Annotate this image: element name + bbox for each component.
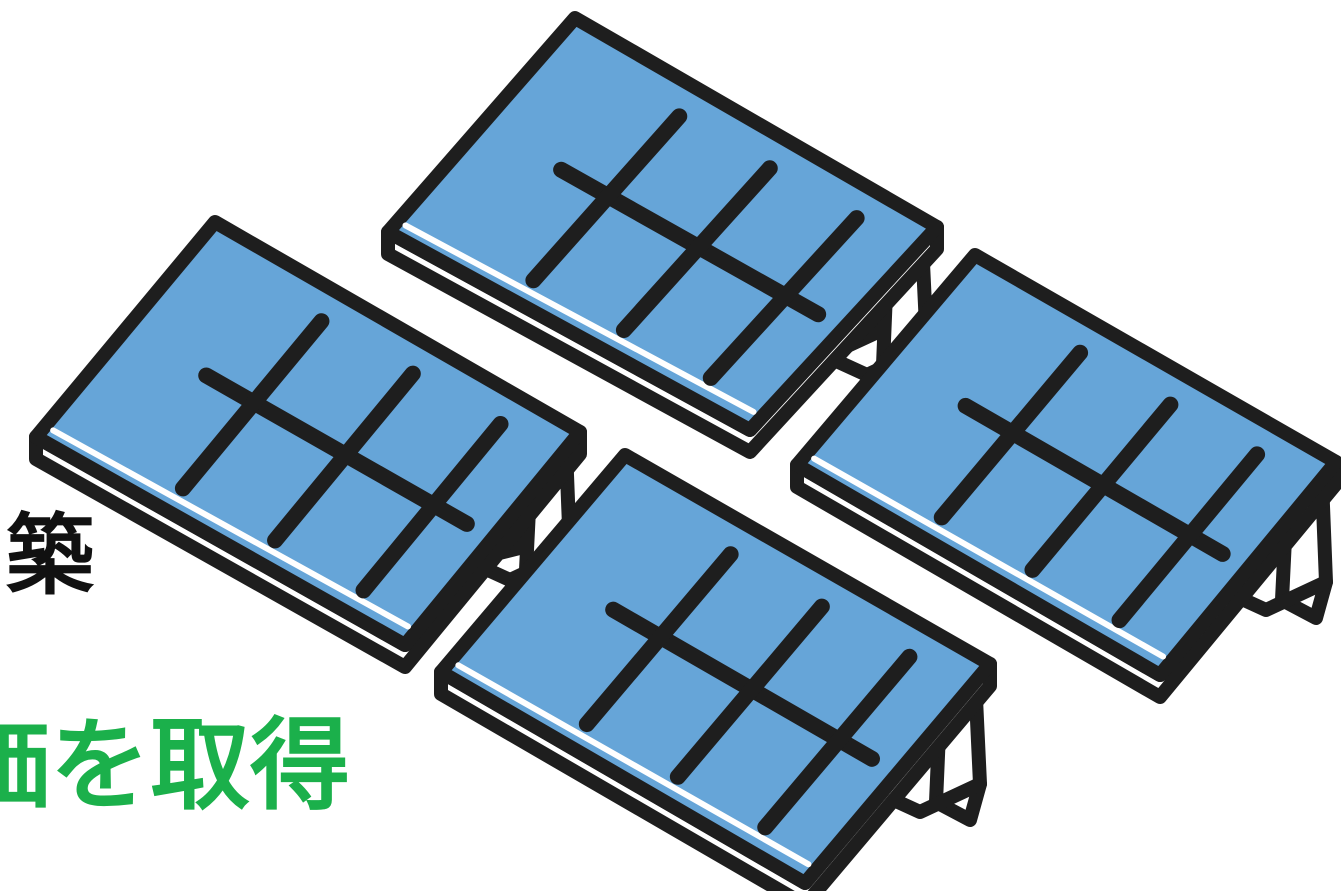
caption-line-1: 築	[6, 504, 95, 607]
panel-grid-line	[669, 598, 830, 785]
panel-highlight	[402, 222, 757, 415]
caption-line-2: 価を取得	[0, 707, 350, 824]
panel-grid-line	[702, 210, 865, 386]
panel-grid-line	[525, 108, 688, 289]
solar-panel-4	[434, 448, 997, 891]
panel-grid-line	[174, 313, 330, 497]
panel-grid-line	[1024, 396, 1179, 578]
panel-grid-line	[615, 160, 778, 339]
panel-grid-line	[578, 546, 739, 733]
panel-grid-line	[355, 415, 509, 599]
panel-highlight	[455, 662, 812, 868]
panel-highlight	[50, 427, 411, 630]
panel-grid-line	[267, 365, 421, 549]
solar-panel-2	[790, 248, 1341, 704]
panel-grid-line	[933, 344, 1089, 526]
panel-grid-line	[757, 648, 918, 836]
panel-grid-line	[1111, 446, 1266, 629]
panel-highlight	[811, 455, 1167, 660]
